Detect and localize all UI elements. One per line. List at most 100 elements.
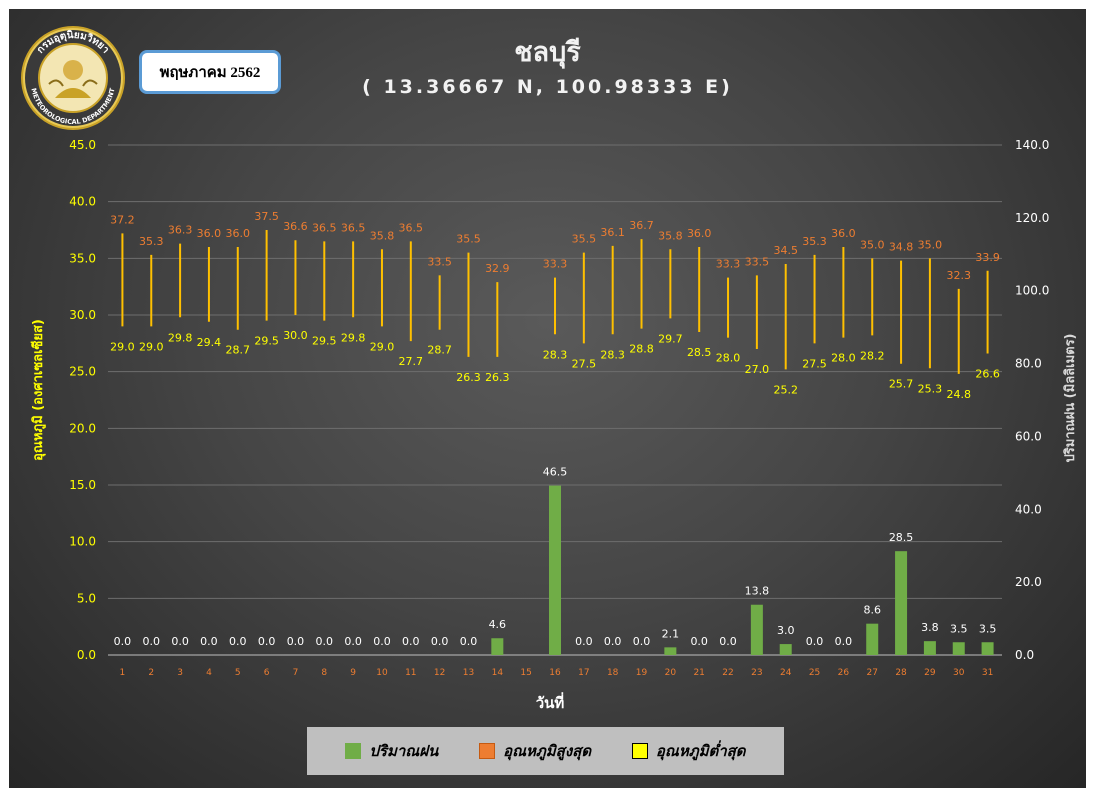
legend-swatch-min-temp xyxy=(631,743,648,759)
rain-bar xyxy=(664,647,677,655)
rain-data-label: 0.0 xyxy=(575,635,593,648)
max-temp-data-label: 35.3 xyxy=(802,235,827,248)
y-right-tick-label: 20.0 xyxy=(1015,575,1042,589)
y-left-tick-label: 5.0 xyxy=(77,591,96,605)
max-temp-data-label: 37.5 xyxy=(254,210,279,223)
min-temp-data-label: 28.2 xyxy=(860,349,885,362)
x-tick-label: 28 xyxy=(895,668,907,678)
legend-label-max-temp: อุณหภูมิสูงสุด xyxy=(503,742,592,760)
y-left-tick-label: 15.0 xyxy=(69,478,96,492)
legend-item-max-temp: อุณหภูมิสูงสุด xyxy=(479,739,591,763)
y-right-axis-title: ปริมาณฝน (มิลลิเมตร) xyxy=(1063,333,1078,462)
y-right-tick-label: 0.0 xyxy=(1015,648,1034,662)
rain-data-label: 0.0 xyxy=(258,635,276,648)
chart-subtitle: ( 13.36667 N, 100.98333 E) xyxy=(362,76,733,98)
rain-data-label: 3.8 xyxy=(921,621,939,634)
rain-data-label: 0.0 xyxy=(633,635,651,648)
max-temp-data-label: 33.5 xyxy=(427,255,452,268)
legend-label-min-temp: อุณหภูมิต่ำสุด xyxy=(655,742,746,760)
min-temp-data-label: 28.3 xyxy=(543,348,568,361)
x-tick-label: 16 xyxy=(549,668,561,678)
x-tick-label: 23 xyxy=(751,668,762,678)
y-left-tick-label: 10.0 xyxy=(69,535,96,549)
legend-swatch-max-temp xyxy=(479,743,496,759)
y-left-tick-label: 30.0 xyxy=(69,308,96,322)
max-temp-data-label: 36.0 xyxy=(197,227,222,240)
y-right-tick-label: 100.0 xyxy=(1015,284,1049,298)
min-temp-data-label: 27.5 xyxy=(802,357,827,370)
min-temp-data-label: 29.8 xyxy=(341,331,366,344)
min-temp-data-label: 26.3 xyxy=(456,371,481,384)
y-left-tick-label: 20.0 xyxy=(69,421,96,435)
min-temp-data-label: 28.7 xyxy=(226,344,251,357)
month-badge: พฤษภาคม 2562 xyxy=(139,50,281,94)
rain-bar xyxy=(952,642,965,655)
y-left-tick-label: 25.0 xyxy=(69,365,96,379)
x-tick-label: 6 xyxy=(264,668,270,678)
max-temp-data-label: 33.3 xyxy=(543,258,568,271)
y-right-tick-label: 60.0 xyxy=(1015,429,1042,443)
rain-data-label: 0.0 xyxy=(200,635,218,648)
max-temp-data-label: 35.0 xyxy=(918,238,943,251)
rain-data-label: 0.0 xyxy=(171,635,189,648)
y-right-tick-label: 80.0 xyxy=(1015,357,1042,371)
min-temp-data-label: 29.4 xyxy=(197,336,222,349)
rain-data-label: 0.0 xyxy=(229,635,247,648)
rain-data-label: 46.5 xyxy=(543,466,568,479)
legend-swatch-rain xyxy=(345,743,362,759)
rain-bar xyxy=(981,642,994,655)
min-temp-data-label: 29.7 xyxy=(658,332,683,345)
x-tick-label: 1 xyxy=(120,668,126,678)
x-axis-title: วันที่ xyxy=(536,692,565,712)
x-tick-label: 15 xyxy=(520,668,531,678)
max-temp-data-label: 36.0 xyxy=(226,227,251,240)
chart-frame xyxy=(9,9,1086,788)
rain-data-label: 4.6 xyxy=(489,618,507,631)
y-left-tick-label: 40.0 xyxy=(69,195,96,209)
max-temp-data-label: 37.2 xyxy=(110,213,135,226)
rain-data-label: 3.5 xyxy=(950,622,968,635)
rain-data-label: 0.0 xyxy=(344,635,362,648)
min-temp-data-label: 29.5 xyxy=(254,335,279,348)
x-tick-label: 7 xyxy=(293,668,299,678)
meteorological-department-logo: กรมอุตุนิยมวิทยา METEOROLOGICAL DEPARTME… xyxy=(21,26,125,130)
rain-bar xyxy=(866,623,879,655)
min-temp-data-label: 29.0 xyxy=(139,340,164,353)
y-left-tick-label: 35.0 xyxy=(69,251,96,265)
min-temp-data-label: 28.8 xyxy=(629,343,654,356)
min-temp-data-label: 26.3 xyxy=(485,371,510,384)
x-tick-label: 27 xyxy=(866,668,877,678)
x-tick-label: 24 xyxy=(780,668,792,678)
rain-data-label: 0.0 xyxy=(402,635,420,648)
rain-data-label: 0.0 xyxy=(690,635,708,648)
min-temp-data-label: 28.7 xyxy=(427,344,452,357)
x-tick-label: 29 xyxy=(924,668,936,678)
legend-item-rain: ปริมาณฝน xyxy=(345,739,438,763)
min-temp-data-label: 30.0 xyxy=(283,329,308,342)
max-temp-data-label: 36.6 xyxy=(283,220,308,233)
rain-data-label: 0.0 xyxy=(114,635,132,648)
x-tick-label: 22 xyxy=(722,668,733,678)
max-temp-data-label: 35.3 xyxy=(139,235,164,248)
rain-bar xyxy=(895,551,908,655)
y-left-axis-title: อุณหภูมิ (องศาเซลเซียส) xyxy=(30,319,46,461)
min-temp-data-label: 28.3 xyxy=(600,348,625,361)
min-temp-data-label: 28.0 xyxy=(831,352,856,365)
legend-label-rain: ปริมาณฝน xyxy=(369,742,439,760)
max-temp-data-label: 36.0 xyxy=(831,227,856,240)
min-temp-data-label: 29.8 xyxy=(168,331,193,344)
max-temp-data-label: 34.8 xyxy=(889,241,914,254)
min-temp-data-label: 27.5 xyxy=(572,357,597,370)
rain-data-label: 2.1 xyxy=(662,627,680,640)
x-tick-label: 25 xyxy=(809,668,820,678)
max-temp-data-label: 36.5 xyxy=(399,221,424,234)
x-tick-label: 20 xyxy=(665,668,677,678)
x-tick-label: 11 xyxy=(405,668,416,678)
x-tick-label: 2 xyxy=(148,668,154,678)
rain-data-label: 0.0 xyxy=(460,635,478,648)
rain-bar xyxy=(491,638,504,655)
x-tick-label: 26 xyxy=(838,668,850,678)
rain-bar xyxy=(750,604,763,655)
x-tick-label: 21 xyxy=(693,668,704,678)
